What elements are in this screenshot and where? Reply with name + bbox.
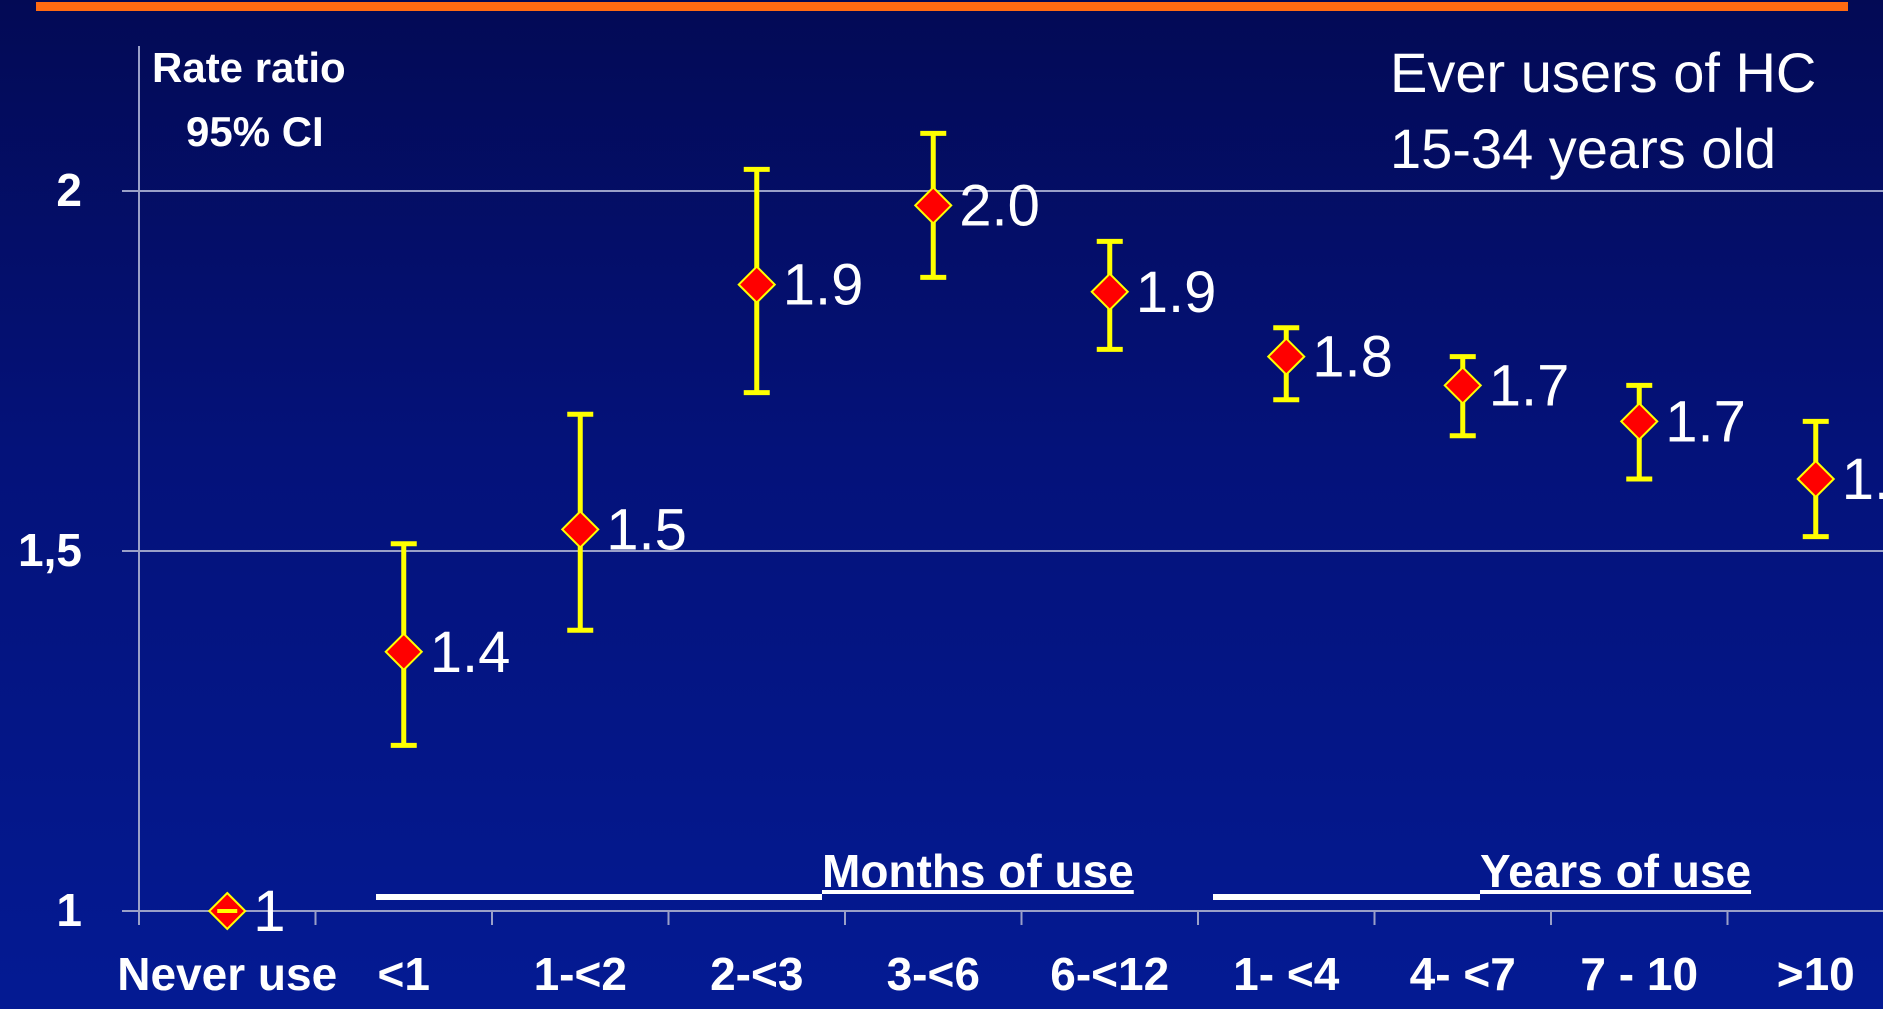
data-label: 2.0 xyxy=(959,173,1040,238)
data-label: 1.8 xyxy=(1312,325,1393,390)
section-label-months: Months of use xyxy=(822,845,1134,897)
data-point xyxy=(1266,337,1306,377)
y-tick-label: 1 xyxy=(56,884,82,936)
data-label: 1.7 xyxy=(1665,389,1746,454)
section-label-years: Years of use xyxy=(1480,845,1752,897)
x-tick-label: 1- <4 xyxy=(1233,948,1340,1000)
x-tick-label: Never use xyxy=(117,948,337,1000)
data-point xyxy=(1443,365,1483,405)
x-tick-label: 2-<3 xyxy=(710,948,803,1000)
y-axis-label-line1: Rate ratio xyxy=(152,44,346,91)
chart-title-line2: 15-34 years old xyxy=(1390,117,1777,180)
y-tick-label: 1,5 xyxy=(18,524,82,576)
x-tick-label: 4- <7 xyxy=(1410,948,1516,1000)
data-label: 1.9 xyxy=(1136,260,1217,325)
data-label: 1.6 xyxy=(1842,447,1883,512)
y-axis-label-line2: 95% CI xyxy=(186,108,324,155)
chart-title-line1: Ever users of HC xyxy=(1390,41,1817,104)
data-point xyxy=(1796,459,1836,499)
data-point xyxy=(1619,401,1659,441)
data-point xyxy=(1090,272,1130,312)
data-label: 1.7 xyxy=(1489,353,1570,418)
x-tick-label: 1-<2 xyxy=(534,948,627,1000)
data-label: 1 xyxy=(253,879,285,944)
top-accent-rule xyxy=(36,2,1848,11)
x-tick-label: 3-<6 xyxy=(887,948,980,1000)
y-tick-label: 2 xyxy=(56,164,82,216)
x-tick-label: 7 - 10 xyxy=(1580,948,1698,1000)
data-point xyxy=(384,632,424,672)
data-label: 1.4 xyxy=(430,620,511,685)
data-point xyxy=(913,185,953,225)
data-label: 1.9 xyxy=(783,253,864,318)
x-tick-label: 6-<12 xyxy=(1050,948,1169,1000)
x-tick-label: <1 xyxy=(378,948,430,1000)
x-tick-label: >10 xyxy=(1777,948,1855,1000)
data-point xyxy=(737,265,777,305)
data-point xyxy=(560,509,600,549)
data-label: 1.5 xyxy=(606,497,687,562)
